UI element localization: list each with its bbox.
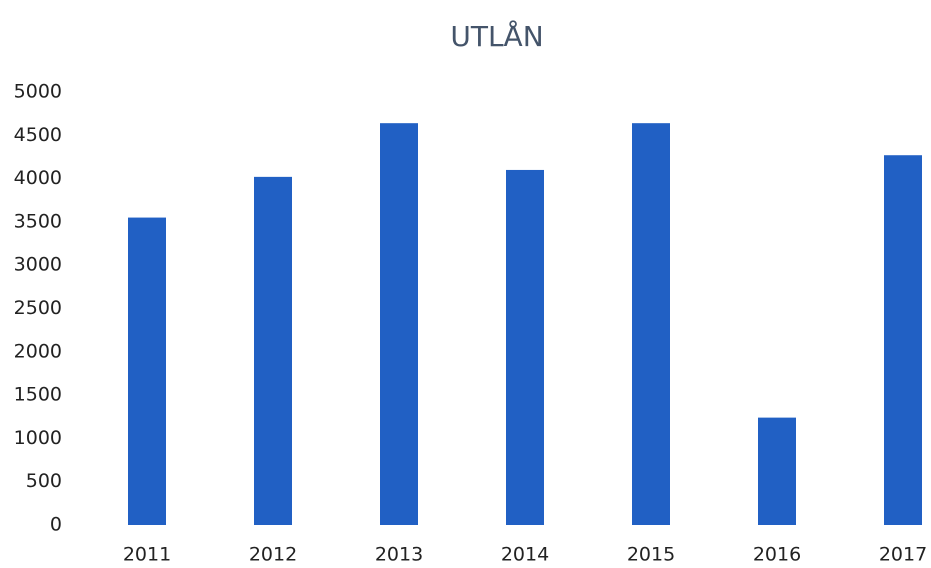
y-tick-label: 5000 [14, 81, 62, 103]
x-tick-label: 2014 [501, 544, 549, 566]
chart-title: UTLÅN [450, 19, 543, 53]
bar [632, 123, 670, 526]
y-tick-label: 4000 [14, 167, 62, 189]
x-tick-label: 2013 [375, 544, 423, 566]
bar [254, 176, 292, 526]
x-tick-label: 2015 [627, 544, 675, 566]
y-tick-label: 2500 [14, 297, 62, 319]
x-tick-label: 2016 [753, 544, 801, 566]
x-tick-label: 2011 [123, 544, 171, 566]
x-tick-label: 2012 [249, 544, 297, 566]
y-tick-label: 2000 [14, 340, 62, 362]
y-tick-label: 0 [50, 514, 62, 536]
bar [380, 123, 418, 526]
x-tick-label: 2017 [879, 544, 927, 566]
bar [884, 155, 922, 525]
bar [506, 169, 544, 525]
y-tick-label: 3500 [14, 210, 62, 232]
y-tick-label: 4500 [14, 124, 62, 146]
bar [758, 417, 796, 525]
y-tick-label: 3000 [14, 254, 62, 276]
y-tick-label: 1500 [14, 384, 62, 406]
y-tick-label: 500 [26, 470, 62, 492]
y-tick-label: 1000 [14, 427, 62, 449]
bar [128, 217, 166, 525]
